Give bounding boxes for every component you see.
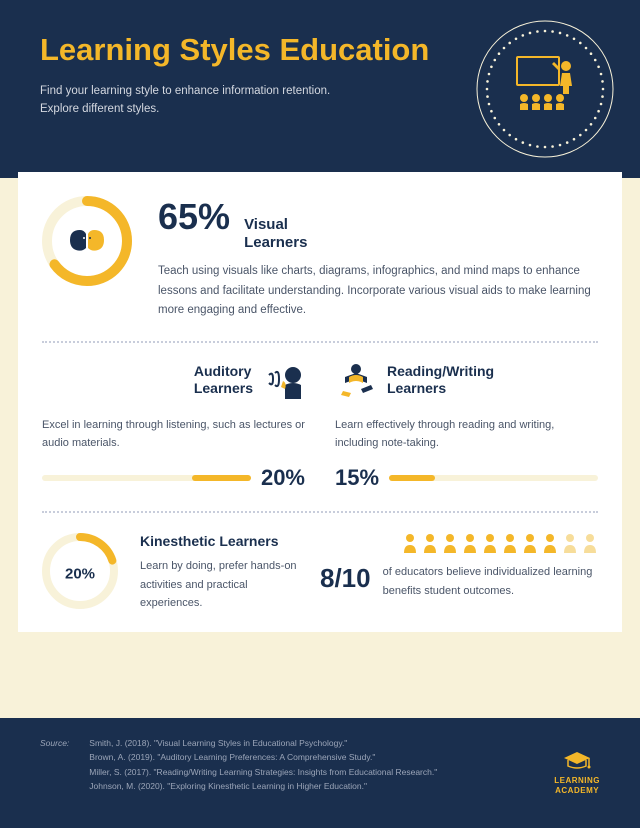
page-subtitle: Find your learning style to enhance info…	[40, 82, 350, 119]
source-label: Source:	[40, 736, 69, 810]
sources: Source: Smith, J. (2018). "Visual Learni…	[40, 736, 437, 810]
visual-donut-chart	[42, 196, 132, 291]
divider	[42, 511, 598, 513]
kinesthetic-donut-chart: 20%	[42, 533, 118, 614]
person-icon	[482, 533, 498, 553]
person-icon	[402, 533, 418, 553]
brand-logo: LEARNINGACADEMY	[554, 750, 600, 810]
reading-percent: 15%	[335, 465, 379, 491]
listening-icon	[263, 363, 305, 406]
person-icon	[522, 533, 538, 553]
person-icon	[542, 533, 558, 553]
visual-learners-section: 65% VisualLearners Teach using visuals l…	[42, 196, 598, 321]
educator-ratio: 8/10	[320, 563, 371, 594]
person-icon	[582, 533, 598, 553]
people-pictogram	[320, 533, 598, 553]
kinesthetic-title: Kinesthetic Learners	[140, 533, 298, 549]
reading-writing-icon	[335, 363, 377, 406]
source-line: Johnson, M. (2020). "Exploring Kinesthet…	[89, 779, 437, 793]
auditory-reading-section: AuditoryLearners Excel in learning throu…	[42, 363, 598, 491]
content-card: 65% VisualLearners Teach using visuals l…	[18, 172, 622, 632]
kinesthetic-percent: 20%	[65, 565, 95, 582]
person-icon	[502, 533, 518, 553]
teacher-classroom-icon	[470, 14, 620, 164]
reading-title: Reading/WritingLearners	[387, 363, 494, 398]
auditory-bar	[42, 475, 251, 481]
auditory-body: Excel in learning through listening, suc…	[42, 416, 305, 453]
graduation-cap-icon	[562, 750, 592, 772]
visual-body: Teach using visuals like charts, diagram…	[158, 262, 598, 321]
educator-text: of educators believe individualized lear…	[383, 563, 598, 600]
visual-percent: 65%	[158, 196, 230, 238]
auditory-percent: 20%	[261, 465, 305, 491]
source-line: Smith, J. (2018). "Visual Learning Style…	[89, 736, 437, 750]
person-icon	[442, 533, 458, 553]
person-icon	[462, 533, 478, 553]
source-line: Miller, S. (2017). "Reading/Writing Lear…	[89, 765, 437, 779]
reading-column: Reading/WritingLearners Learn effectivel…	[335, 363, 598, 491]
auditory-title: AuditoryLearners	[194, 363, 253, 398]
person-icon	[562, 533, 578, 553]
source-line: Brown, A. (2019). "Auditory Learning Pre…	[89, 750, 437, 764]
person-icon	[422, 533, 438, 553]
kinesthetic-body: Learn by doing, prefer hands-on activiti…	[140, 557, 298, 613]
auditory-column: AuditoryLearners Excel in learning throu…	[42, 363, 305, 491]
reading-body: Learn effectively through reading and wr…	[335, 416, 598, 453]
reading-bar	[389, 475, 598, 481]
visual-title: VisualLearners	[244, 216, 307, 252]
divider	[42, 341, 598, 343]
footer: Source: Smith, J. (2018). "Visual Learni…	[0, 718, 640, 828]
kinesthetic-section: 20% Kinesthetic Learners Learn by doing,…	[42, 533, 598, 614]
header: Learning Styles Education Find your lear…	[0, 0, 640, 178]
